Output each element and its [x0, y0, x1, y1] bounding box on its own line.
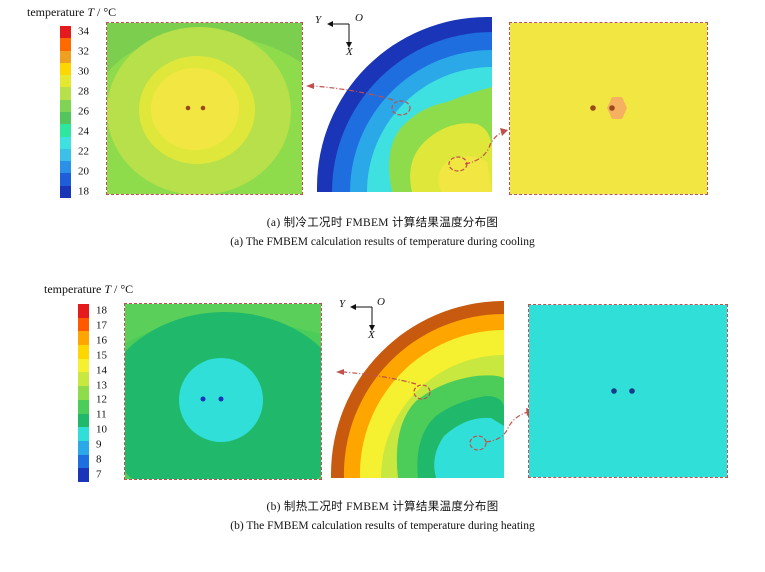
legend-b-color-segment — [78, 427, 89, 442]
legend-a-tick-label: 28 — [78, 85, 89, 98]
legend-a-tick-label: 34 — [78, 25, 89, 38]
caption-b-cn: (b) 制热工况时 FMBEM 计算结果温度分布图 — [266, 501, 499, 513]
legend-a-color-segment — [60, 112, 71, 125]
legend-b-tick-label: 11 — [96, 408, 107, 421]
legend-a-color-segment — [60, 87, 71, 101]
legend-a-color-segment — [60, 148, 71, 162]
legend-b-color-segment — [78, 345, 89, 360]
legend-a-color-segment — [60, 75, 71, 88]
legend-a-color-segment — [60, 173, 71, 187]
legend-a-color-segment — [60, 161, 71, 174]
legend-b-color-segment — [78, 440, 89, 456]
legend-a: 34 32 30 28 26 24 22 20 18 — [60, 25, 100, 199]
legend-a-color-segment — [60, 99, 71, 113]
legend-b-tick-label: 9 — [96, 438, 102, 451]
legend-b-tick-label: 14 — [96, 364, 107, 377]
axis-b-arrows — [350, 304, 375, 331]
legend-a-color-segment — [60, 124, 71, 138]
zoom-a-right — [509, 22, 708, 195]
legend-b-symbol: T — [104, 282, 111, 296]
legend-a-color-segment — [60, 38, 71, 52]
legend-a-tick-label: 30 — [78, 65, 89, 78]
connectors-b — [336, 369, 534, 443]
legend-b-tick-label: 16 — [96, 334, 107, 347]
legend-b-color-segment — [78, 399, 89, 415]
quarter-disk-a — [317, 17, 492, 192]
legend-a-title: temperature T / °C — [27, 5, 116, 20]
legend-b-tick-label: 12 — [96, 393, 107, 406]
legend-a-color-segment — [60, 26, 71, 39]
legend-b-color-segment — [78, 331, 89, 346]
zoom-b-left — [124, 303, 322, 480]
legend-b-color-segment — [78, 317, 89, 332]
legend-a-color-segment — [60, 50, 71, 64]
zoom-b-right — [528, 304, 728, 478]
axis-b-y: Y — [339, 298, 346, 310]
axis-b-o: O — [377, 296, 385, 308]
legend-b-color-segment — [78, 386, 89, 401]
legend-b: 18 17 16 15 14 13 12 11 10 9 8 7 — [78, 304, 118, 483]
zoom-b-right-contour — [529, 305, 727, 477]
axis-a-arrows — [327, 21, 352, 48]
legend-b-color-segment — [78, 468, 89, 483]
legend-a-tick-label: 24 — [78, 125, 89, 138]
zoom-a-right-contour — [510, 23, 707, 194]
legend-b-tick-label: 18 — [96, 304, 107, 317]
zoom-a-left-contour — [107, 23, 302, 194]
legend-b-color-segment — [78, 372, 89, 387]
connectors-a — [306, 83, 508, 165]
legend-b-tick-label: 8 — [96, 453, 102, 466]
legend-a-tick-label: 22 — [78, 145, 89, 158]
legend-a-color-segment — [60, 185, 71, 199]
legend-a-tick-label: 32 — [78, 45, 89, 58]
legend-b-title: temperature T / °C — [44, 282, 133, 297]
axis-a-o: O — [355, 12, 363, 24]
legend-b-tick-label: 13 — [96, 379, 107, 392]
legend-a-tick-label: 20 — [78, 165, 89, 178]
caption-a-en: (a) The FMBEM calculation results of tem… — [230, 236, 535, 248]
axis-a-y: Y — [315, 14, 322, 26]
legend-b-color-segment — [78, 454, 89, 469]
caption-a-cn: (a) 制冷工况时 FMBEM 计算结果温度分布图 — [266, 217, 499, 229]
legend-b-tick-label: 10 — [96, 423, 107, 436]
legend-a-unit: / °C — [97, 5, 117, 19]
legend-b-color-segment — [78, 304, 89, 319]
axis-b-x: X — [368, 329, 375, 341]
axis-a-x: X — [346, 46, 353, 58]
legend-b-tick-label: 7 — [96, 468, 102, 481]
legend-b-unit: / °C — [114, 282, 134, 296]
zoom-b-left-contour — [125, 304, 321, 479]
legend-b-tick-label: 15 — [96, 349, 107, 362]
caption-b-en: (b) The FMBEM calculation results of tem… — [230, 520, 535, 532]
quarter-disk-b — [331, 301, 504, 478]
legend-b-title-text: temperature — [44, 282, 102, 296]
zoom-a-left — [106, 22, 303, 195]
legend-b-color-segment — [78, 413, 89, 428]
legend-a-tick-label: 18 — [78, 185, 89, 198]
legend-a-symbol: T — [87, 5, 94, 19]
legend-b-color-segment — [78, 358, 89, 373]
legend-a-title-text: temperature — [27, 5, 85, 19]
legend-a-color-segment — [60, 136, 71, 150]
legend-a-color-segment — [60, 62, 71, 76]
legend-a-tick-label: 26 — [78, 105, 89, 118]
legend-b-tick-label: 17 — [96, 319, 107, 332]
